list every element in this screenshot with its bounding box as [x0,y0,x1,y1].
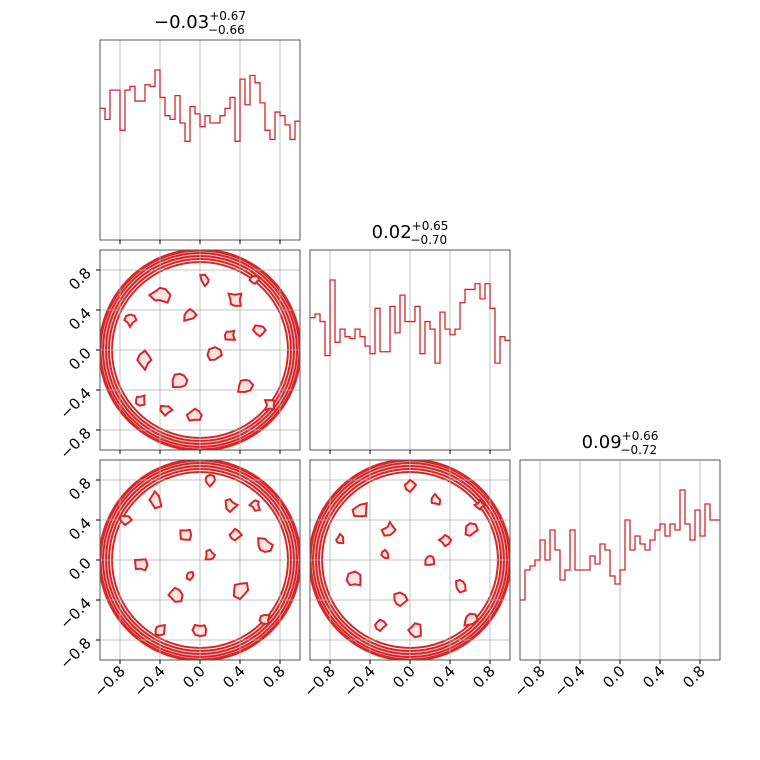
contour-blob-15 [135,394,146,407]
contour-blob-8 [185,407,203,422]
contour-0-ytick-label-2: 0.0 [65,344,95,374]
title-plus-0: +0.67 [209,9,246,23]
contour-0-ytick-label-0: −0.8 [56,424,94,462]
title-plus-2: +0.66 [622,429,659,443]
contour-blob-3 [464,522,480,537]
contour-1-ytick-label-0: −0.8 [56,634,94,672]
histogram-step-line-0 [100,69,300,142]
contour-1-ytick-label-1: −0.4 [56,594,94,632]
contour-1-ytick-label-2: 0.0 [65,554,95,584]
contour-blob-14 [248,275,260,286]
contour-blob-11 [258,613,271,625]
contour-blob-1 [179,528,193,541]
contour-blob-9 [228,527,244,542]
title-minus-1: −0.70 [410,233,447,247]
contour-0-ytick-label-3: 0.4 [65,304,95,334]
contour-1-xtick-label-1: −0.4 [130,662,168,700]
contour-2-xtick-label-0: −0.8 [300,662,338,700]
contour-blob-12 [154,624,166,637]
title-median-1: 0.02 [372,222,412,243]
contour-blob-15 [247,499,262,512]
contour-blob-8 [191,623,208,638]
contour-blob-3 [251,324,267,338]
contour-blob-14 [380,548,390,559]
contour-blob-11 [463,612,479,627]
title-plus-1: +0.65 [412,219,449,233]
contour-blob-5 [171,372,189,389]
contour-blob-5 [167,586,184,603]
contour-blob-7 [232,582,250,601]
contour-blob-13 [198,273,210,288]
panel-title-1: 0.02+0.65 −0.70 [372,219,449,247]
hist-2-xtick-label-0: −0.8 [510,662,548,700]
contour-blob-12 [159,404,175,418]
panel-title-0: −0.03+0.67 −0.66 [154,9,246,37]
histogram-panel-1: 0.02+0.65 −0.70 [309,219,511,454]
contour-blob-7 [237,378,255,394]
contour-blob-0 [351,502,368,518]
contour-1-xtick-label-3: 0.4 [219,662,249,692]
contour-blob-0 [148,489,163,510]
contour-blob-15 [472,498,487,511]
title-minus-2: −0.72 [620,443,657,457]
contour-0-ytick-label-1: −0.4 [56,384,94,422]
contour-blob-1 [183,307,198,323]
title-median-2: 0.09 [582,432,622,453]
contour-blob-11 [263,399,276,412]
title-median-0: −0.03 [154,12,209,33]
contour-blob-4 [133,558,149,572]
contour-blob-7 [455,579,467,594]
contour-blob-6 [204,548,217,561]
contour-1-xtick-label-2: 0.0 [179,662,209,692]
contour-blob-9 [437,533,453,548]
contour-blob-4 [136,349,153,372]
contour-panel-2-0: −0.8 −0.4 0.0 0.4 0.8−0.8−0.40.00.40.8 [56,459,301,701]
hist-2-xtick-label-2: 0.0 [599,662,629,692]
contour-2-xtick-label-3: 0.4 [429,662,459,692]
contour-blob-9 [223,329,237,341]
contour-blob-12 [373,618,388,633]
contour-blob-10 [123,313,138,329]
histogram-panel-0: −0.03+0.67 −0.66 [99,9,301,244]
contour-blob-13 [204,473,216,488]
contour-panel-2-1: −0.8 −0.4 0.0 0.4 0.8 [300,459,511,701]
contour-1-xtick-label-4: 0.8 [259,662,289,692]
contour-blob-6 [206,346,224,362]
histogram-step-line-2 [520,489,720,601]
contour-blob-3 [257,537,275,554]
contour-blob-10 [119,514,134,527]
contour-1-xtick-label-0: −0.8 [90,662,128,700]
title-minus-0: −0.66 [208,23,245,37]
contour-blob-8 [406,622,422,639]
contour-2-xtick-label-4: 0.8 [469,662,499,692]
contour-blob-2 [224,498,240,514]
contour-1-ytick-label-4: 0.8 [65,474,95,504]
histogram-step-line-1 [310,279,510,364]
contour-blob-10 [335,532,345,545]
contour-2-xtick-label-2: 0.0 [389,662,419,692]
contour-2-xtick-label-1: −0.4 [340,662,378,700]
contour-blob-1 [380,520,397,537]
contour-1-ytick-label-3: 0.4 [65,514,95,544]
hist-2-xtick-label-3: 0.4 [639,662,669,692]
contour-blob-6 [424,554,436,566]
contour-blob-4 [345,570,362,587]
contour-panel-1-0: −0.8−0.4 0.0 0.4 0.8 [56,249,301,463]
contour-blob-0 [147,286,172,304]
contour-blob-14 [185,571,195,582]
histogram-panel-2: −0.8 −0.4 0.0 0.4 0.8 0.09+0.66 −0.72 [510,429,721,701]
contour-blob-2 [430,492,442,506]
hist-2-xtick-label-1: −0.4 [550,662,588,700]
panel-title-2: 0.09+0.66 −0.72 [582,429,659,457]
hist-2-xtick-label-4: 0.8 [679,662,709,692]
contour-0-ytick-label-4: 0.8 [65,264,95,294]
contour-blob-5 [393,591,409,608]
contour-blob-2 [227,292,243,307]
contour-blob-13 [403,478,418,494]
